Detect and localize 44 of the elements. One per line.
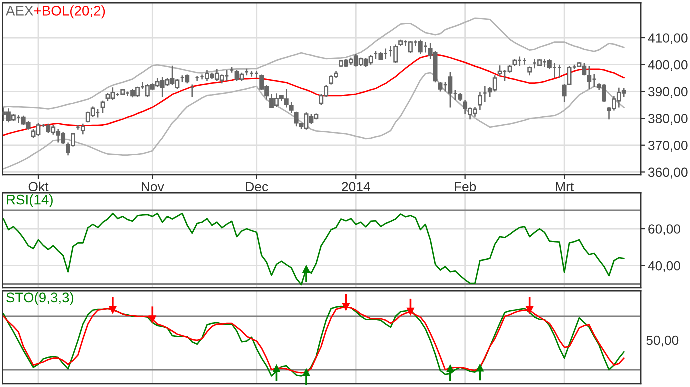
- point: [302, 368, 311, 376]
- series-label: RSI(14): [7, 194, 53, 208]
- x-tick-label: Okt: [28, 182, 49, 192]
- candlestick: [478, 92, 482, 112]
- text: AEX: [6, 6, 34, 16]
- candlestick: [418, 39, 423, 55]
- candlestick: [294, 111, 299, 128]
- candlestick: [567, 66, 572, 86]
- y-tick-label: 410,00: [648, 34, 688, 44]
- line-series: [3, 212, 625, 286]
- x-tick-label: 2014: [342, 182, 370, 192]
- x-tick-label: Nov: [142, 182, 164, 192]
- point: [108, 306, 117, 314]
- candlestick: [498, 65, 502, 78]
- point: [272, 364, 281, 372]
- candlestick: [394, 44, 398, 64]
- candlestick: [587, 66, 592, 90]
- point: [148, 316, 157, 324]
- y-tick-label: 60,00: [648, 224, 680, 236]
- text: +BOL(20;2): [34, 6, 106, 19]
- candlestick: [562, 84, 567, 104]
- line-series: [3, 18, 625, 110]
- point: [476, 364, 484, 372]
- y-tick-label: 390,00: [648, 87, 688, 98]
- x-tick-label: Dec: [246, 182, 268, 192]
- y-tick-label: 360,00: [648, 168, 688, 179]
- x-tick-label: Mrt: [556, 182, 574, 192]
- candlestick: [547, 58, 552, 70]
- text: 50,00: [646, 336, 679, 347]
- point: [342, 303, 350, 312]
- point: [406, 308, 415, 316]
- point: [446, 364, 454, 372]
- point: [526, 306, 534, 314]
- candlestick: [448, 72, 453, 108]
- y-tick-label: 40,00: [648, 261, 680, 272]
- candlestick: [80, 123, 86, 136]
- candlestick: [289, 102, 294, 114]
- candlestick: [100, 100, 106, 114]
- x-tick-label: Feb: [455, 182, 476, 192]
- y-tick-label: 370,00: [648, 140, 688, 152]
- y-tick-label: 380,00: [648, 114, 688, 126]
- line-series: [3, 72, 625, 170]
- series-label: STO(9,3,3): [6, 292, 74, 306]
- y-tick-label: 400,00: [648, 60, 688, 72]
